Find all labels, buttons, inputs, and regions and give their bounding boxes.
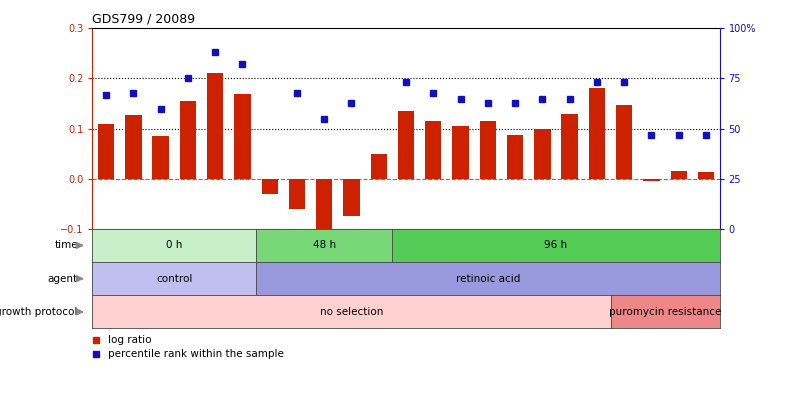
Bar (642, 179, 658, 181)
Bar (180, 101, 196, 179)
Bar (533, 129, 550, 179)
Text: 96 h: 96 h (544, 241, 567, 250)
Text: time: time (54, 241, 78, 250)
Text: 0 h: 0 h (166, 241, 182, 250)
Bar (425, 121, 441, 179)
Bar (261, 179, 278, 194)
Bar (370, 153, 386, 179)
Bar (452, 126, 468, 179)
Text: no selection: no selection (320, 307, 383, 317)
Bar (697, 172, 713, 179)
Text: control: control (156, 274, 192, 284)
Text: GDS799 / 20089: GDS799 / 20089 (92, 13, 195, 26)
Bar (479, 121, 495, 179)
Bar (316, 179, 332, 237)
Bar (343, 179, 359, 216)
Bar (153, 136, 169, 179)
Bar (670, 171, 686, 179)
Text: percentile rank within the sample: percentile rank within the sample (108, 349, 283, 359)
Bar (588, 88, 605, 179)
Text: retinoic acid: retinoic acid (455, 274, 520, 284)
Bar (615, 104, 631, 179)
Text: puromycin resistance: puromycin resistance (608, 307, 720, 317)
Text: 48 h: 48 h (312, 241, 336, 250)
Bar (288, 179, 305, 209)
Bar (125, 115, 141, 179)
Bar (397, 111, 414, 179)
Bar (98, 124, 114, 179)
Text: growth protocol: growth protocol (0, 307, 78, 317)
Bar (206, 73, 223, 179)
Text: agent: agent (47, 274, 78, 284)
Bar (506, 134, 523, 179)
Bar (560, 113, 577, 179)
Text: log ratio: log ratio (108, 335, 152, 345)
Bar (234, 94, 251, 179)
